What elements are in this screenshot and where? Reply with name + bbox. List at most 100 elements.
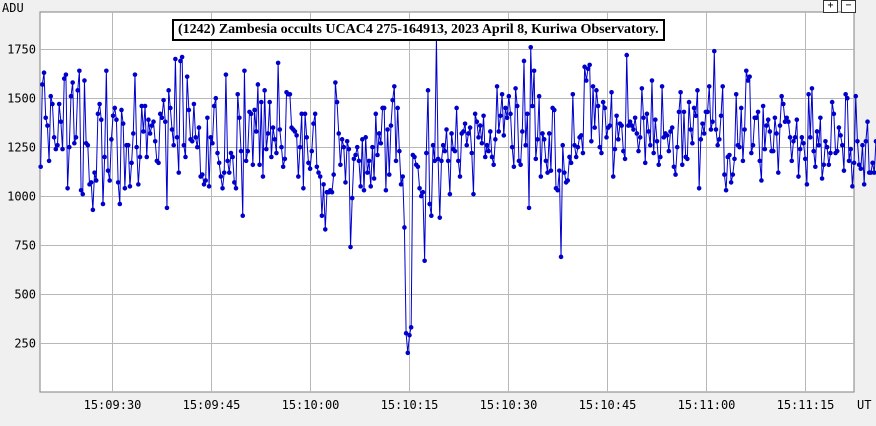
data-point — [784, 115, 789, 121]
data-point — [272, 137, 278, 142]
data-point — [43, 115, 49, 121]
data-point — [624, 52, 630, 58]
data-point — [765, 117, 771, 123]
data-point — [309, 148, 315, 154]
y-tick-label: 1500 — [7, 92, 36, 106]
data-point — [770, 148, 776, 154]
data-point — [658, 154, 663, 160]
data-point — [403, 330, 409, 336]
data-point — [366, 158, 372, 164]
data-point — [737, 144, 742, 150]
data-point — [171, 142, 176, 148]
data-point — [743, 68, 749, 74]
data-point — [299, 111, 304, 117]
data-point — [139, 103, 144, 109]
data-point — [511, 164, 517, 170]
data-point — [385, 127, 390, 132]
data-point — [594, 88, 599, 93]
data-point — [762, 146, 768, 152]
data-point — [120, 121, 126, 126]
data-point — [801, 140, 806, 146]
data-point — [555, 187, 560, 193]
data-point — [312, 111, 318, 117]
data-point — [432, 158, 438, 164]
data-point — [590, 84, 596, 89]
plot-area — [39, 11, 855, 393]
data-point — [343, 180, 348, 185]
data-point — [353, 152, 358, 158]
data-point — [137, 154, 143, 160]
data-point — [260, 174, 266, 179]
data-point — [306, 160, 311, 166]
data-point — [858, 166, 864, 171]
data-point — [125, 142, 131, 148]
data-point — [557, 168, 562, 173]
data-point — [750, 142, 756, 148]
data-point — [48, 93, 54, 99]
data-point — [169, 127, 175, 132]
data-point — [322, 227, 328, 232]
data-point — [573, 154, 579, 160]
data-point — [528, 44, 534, 50]
data-point — [371, 176, 377, 181]
data-point — [669, 125, 675, 130]
data-point — [349, 195, 355, 201]
data-point — [333, 80, 338, 85]
data-point — [228, 150, 234, 156]
data-point — [114, 117, 119, 123]
data-point — [476, 135, 481, 140]
data-point — [363, 135, 368, 140]
data-point — [720, 84, 726, 89]
data-point — [72, 140, 77, 146]
data-point — [802, 156, 808, 162]
data-point — [319, 213, 325, 219]
data-point — [845, 95, 850, 101]
data-point — [711, 48, 717, 54]
data-point — [481, 113, 486, 119]
data-point — [360, 137, 365, 142]
data-point — [690, 140, 695, 146]
zoom-in-button[interactable]: + — [823, 0, 838, 13]
data-point — [166, 88, 171, 93]
data-point — [415, 164, 421, 170]
data-point — [46, 158, 52, 164]
data-point — [681, 109, 687, 115]
data-point — [558, 254, 564, 260]
data-point — [90, 207, 96, 213]
data-point — [792, 135, 798, 140]
zoom-out-button[interactable]: − — [841, 0, 856, 13]
data-point — [781, 101, 786, 107]
data-point — [516, 158, 522, 164]
data-point — [427, 201, 432, 207]
data-point — [346, 146, 352, 152]
data-point — [531, 68, 537, 74]
data-point — [846, 158, 852, 164]
data-point — [575, 144, 581, 150]
data-point — [275, 60, 281, 66]
data-point — [109, 137, 114, 142]
data-point — [841, 168, 847, 173]
data-point — [592, 125, 598, 130]
data-point — [482, 154, 488, 160]
data-point — [105, 168, 111, 173]
data-point — [814, 129, 820, 134]
data-point — [498, 113, 503, 119]
data-point — [225, 158, 230, 164]
data-point — [843, 91, 848, 97]
data-point — [407, 332, 412, 338]
x-axis-label: UT — [857, 398, 871, 412]
data-point — [338, 162, 343, 168]
data-point — [213, 95, 219, 101]
y-tick-label: 1250 — [7, 141, 36, 155]
data-point — [466, 131, 471, 136]
data-point — [631, 127, 636, 132]
data-point — [365, 170, 370, 175]
data-point — [339, 137, 345, 142]
data-point — [196, 125, 202, 130]
data-point — [102, 154, 107, 160]
data-point — [56, 101, 62, 107]
data-point — [865, 119, 870, 124]
data-point — [279, 144, 284, 150]
data-point — [68, 93, 74, 99]
data-point — [127, 184, 133, 189]
